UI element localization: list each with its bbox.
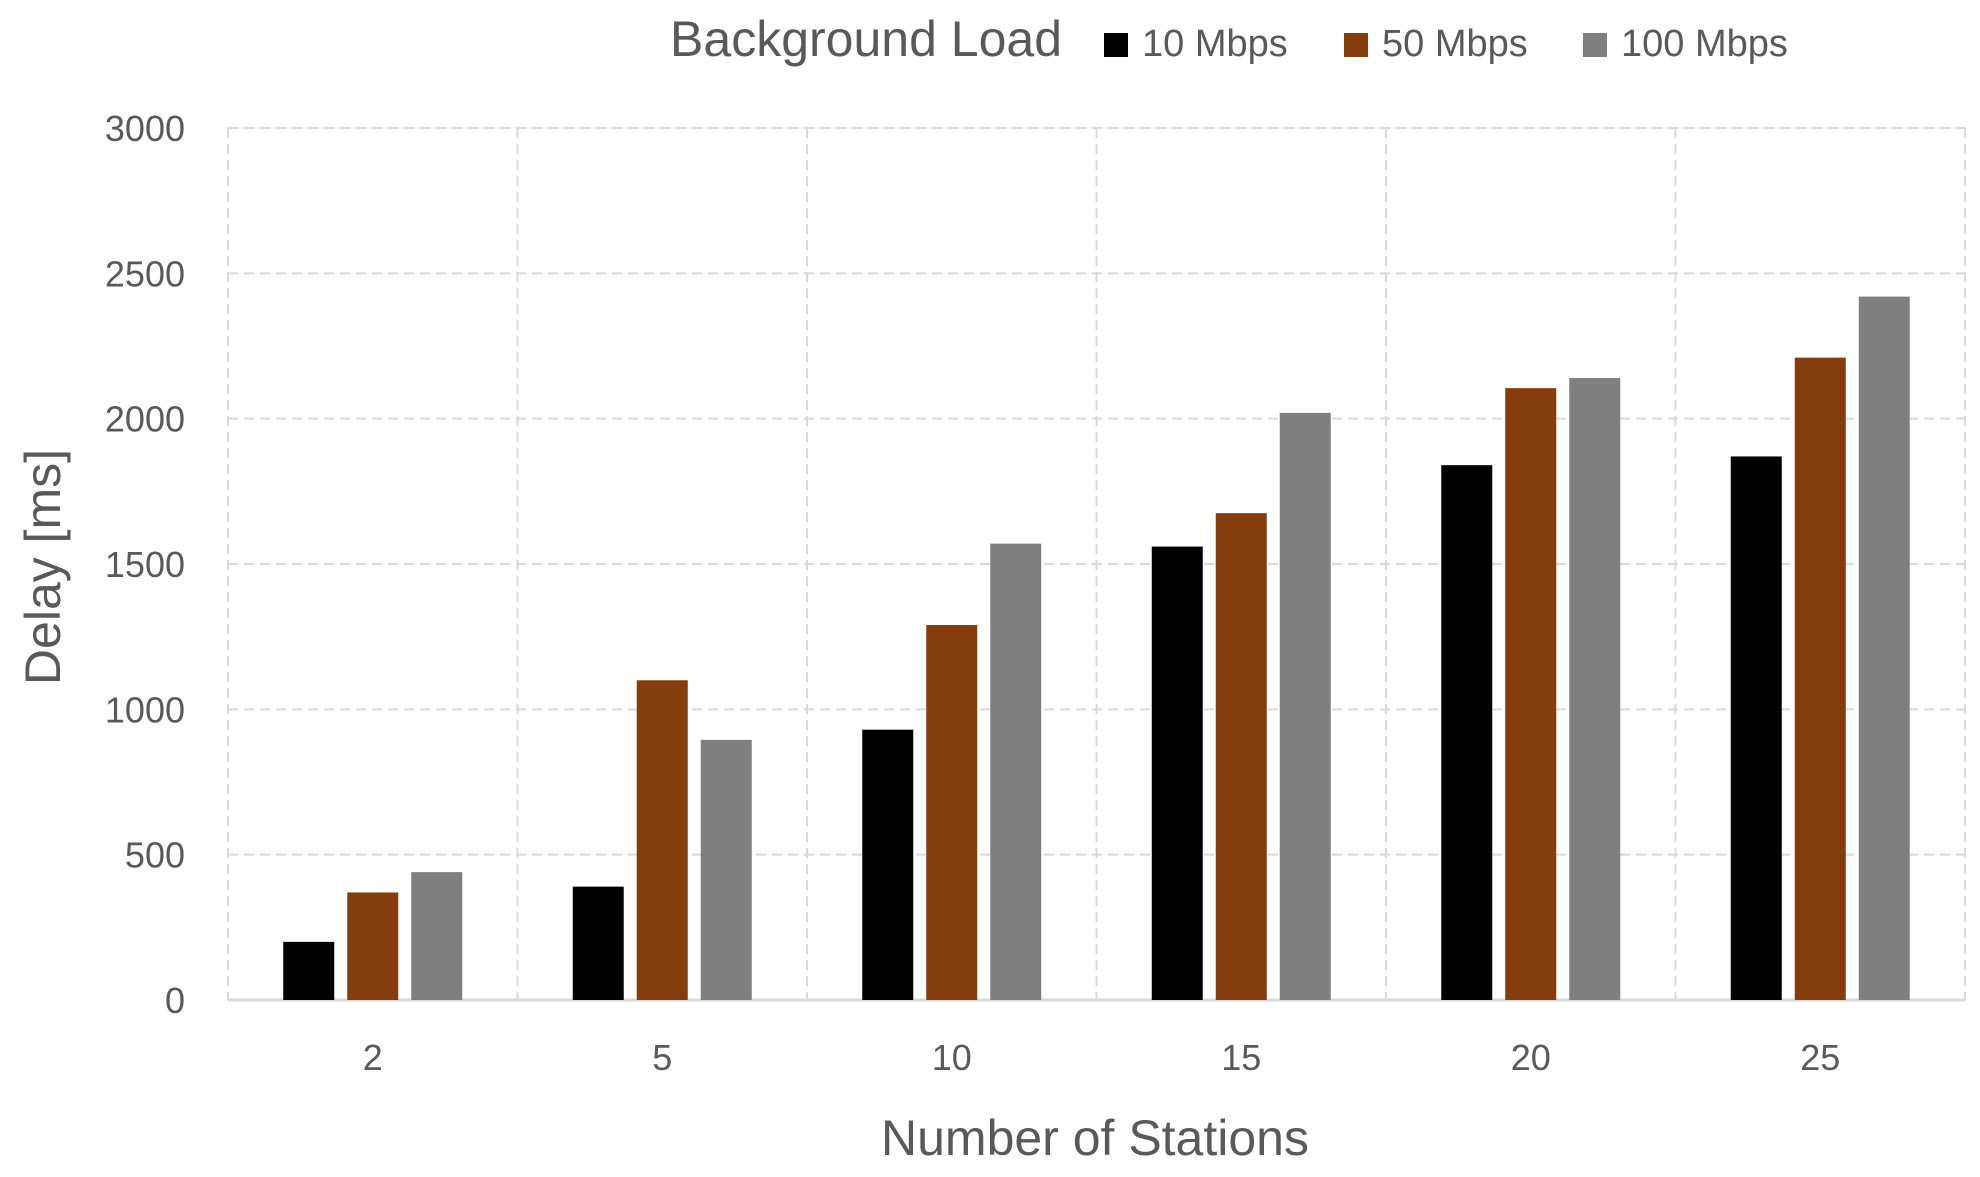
bar-50-mbps-2 [347,892,399,1000]
legend-label: 10 Mbps [1142,23,1288,65]
bar-100-mbps-2 [411,872,463,1000]
bar-100-mbps-20 [1569,377,1621,1000]
bar-10-mbps-20 [1441,465,1493,1000]
bar-100-mbps-5 [700,739,752,1000]
bar-10-mbps-5 [572,886,624,1000]
bar-10-mbps-10 [862,729,914,1000]
legend-swatch [1104,33,1128,57]
x-tick-label: 2 [363,1037,383,1078]
bar-10-mbps-25 [1730,456,1782,1000]
x-tick-label: 25 [1800,1037,1840,1078]
bar-10-mbps-2 [283,941,335,1000]
bar-50-mbps-25 [1794,357,1846,1000]
bar-100-mbps-25 [1858,296,1910,1000]
y-tick-label: 2500 [105,253,185,294]
y-tick-label: 1500 [105,544,185,585]
y-axis-ticks: 0 500 1000 1500 2000 2500 3000 [105,108,185,1021]
y-axis-title: Delay [ms] [15,449,71,685]
bar-50-mbps-5 [636,680,688,1000]
y-tick-label: 500 [125,835,185,876]
x-axis-title: Number of Stations [881,1110,1309,1166]
x-tick-label: 20 [1511,1037,1551,1078]
legend: Background Load 10 Mbps 50 Mbps 100 Mbps [670,11,1788,67]
bar-100-mbps-15 [1279,412,1331,1000]
bar-50-mbps-10 [926,625,978,1000]
bar-10-mbps-15 [1151,546,1203,1000]
y-tick-label: 1000 [105,689,185,730]
bars [283,296,1910,1000]
y-tick-label: 0 [165,980,185,1021]
x-tick-label: 10 [932,1037,972,1078]
legend-label: 100 Mbps [1621,23,1788,65]
bar-50-mbps-20 [1505,388,1557,1000]
x-axis-ticks: 2 5 10 15 20 25 [363,1037,1841,1078]
bar-50-mbps-15 [1215,513,1267,1000]
x-tick-label: 5 [652,1037,672,1078]
y-tick-label: 3000 [105,108,185,149]
x-tick-label: 15 [1221,1037,1261,1078]
legend-title: Background Load [670,11,1062,67]
legend-swatch [1583,33,1607,57]
legend-label: 50 Mbps [1382,23,1528,65]
bar-100-mbps-10 [990,543,1042,1000]
grid [227,127,1966,1002]
legend-swatch [1344,33,1368,57]
y-tick-label: 2000 [105,399,185,440]
